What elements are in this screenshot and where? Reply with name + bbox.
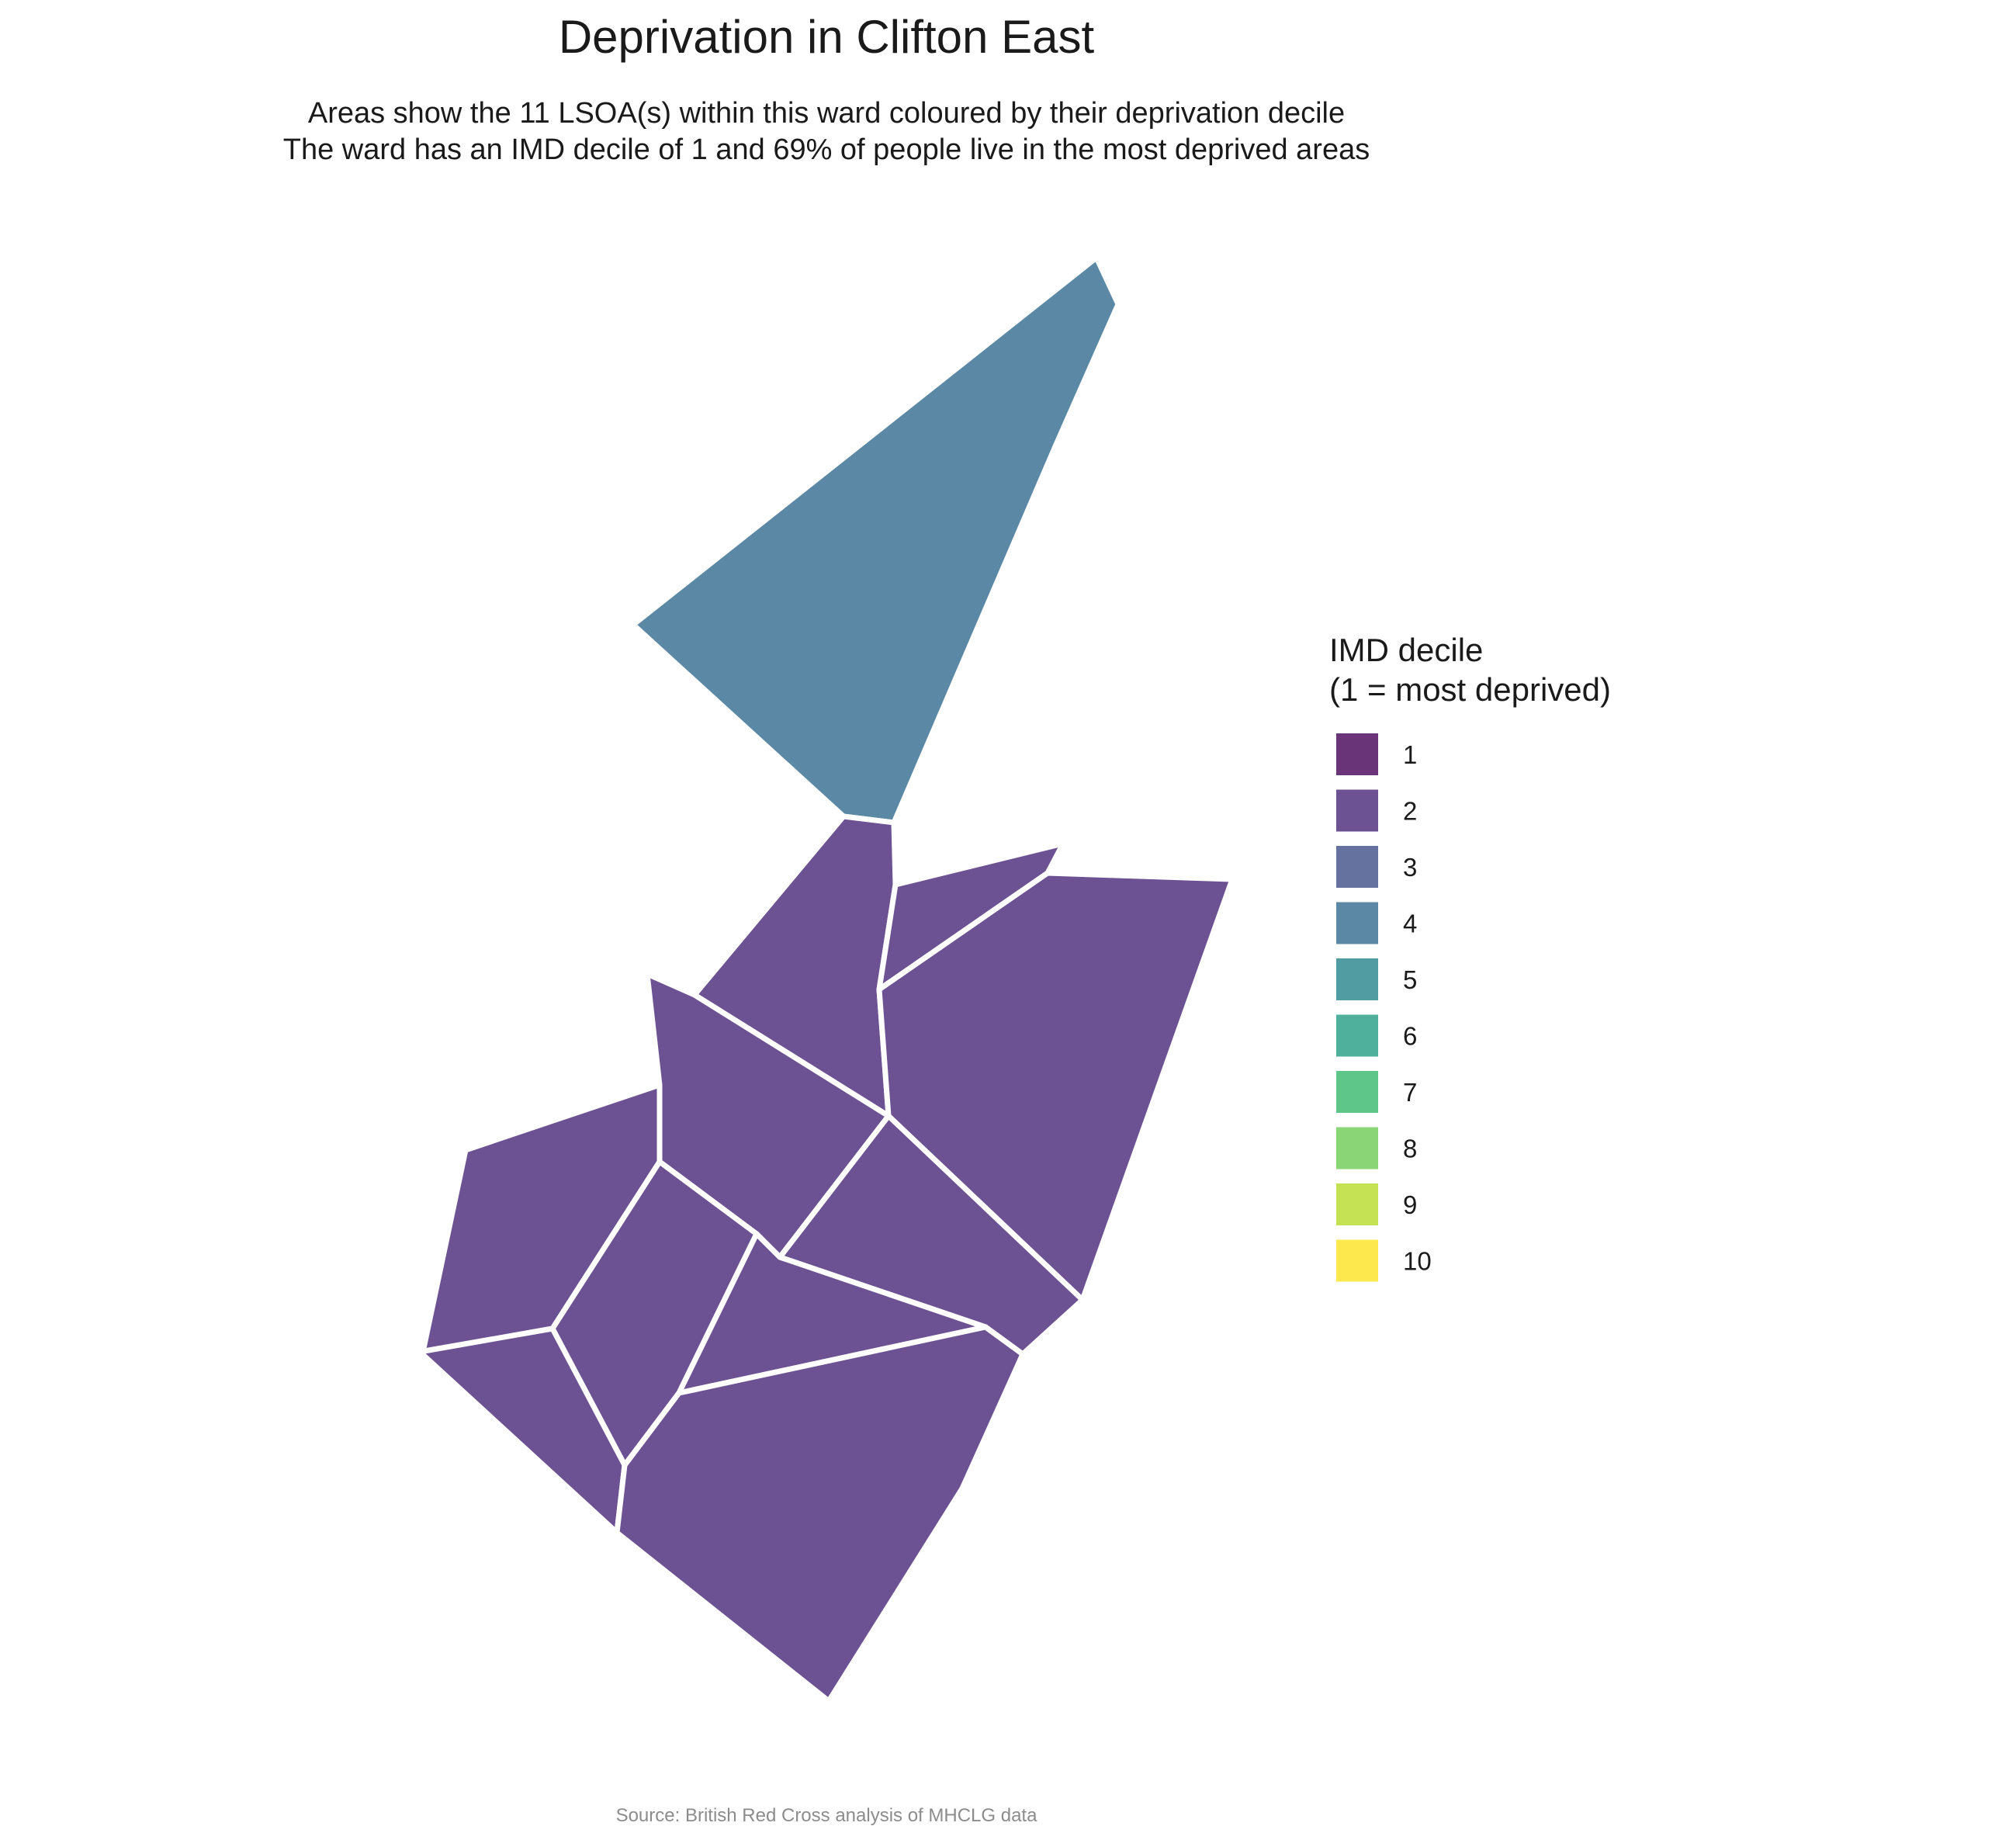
lsoa-area-north [630, 255, 1121, 826]
legend-label-9: 9 [1403, 1190, 1417, 1219]
map-subtitle-line2: The ward has an IMD decile of 1 and 69% … [283, 133, 1370, 166]
lsoa-areas [417, 255, 1235, 1704]
legend-swatch-1 [1336, 733, 1378, 775]
map-title: Deprivation in Clifton East [559, 11, 1095, 63]
legend-label-2: 2 [1403, 797, 1417, 826]
legend-label-5: 5 [1403, 965, 1417, 994]
legend-swatch-3 [1336, 846, 1378, 888]
lsoa-area-j [614, 1324, 1026, 1704]
legend-swatch-4 [1336, 902, 1378, 944]
legend-label-4: 4 [1403, 910, 1417, 938]
legend-swatch-9 [1336, 1183, 1378, 1225]
legend-label-1: 1 [1403, 740, 1417, 769]
legend-swatch-10 [1336, 1239, 1378, 1282]
legend: IMD decile (1 = most deprived) 1 2 3 4 5 6 7 8 9… [1329, 632, 1611, 1282]
map-subtitle-line1: Areas show the 11 LSOA(s) within this wa… [308, 97, 1345, 130]
legend-swatch-2 [1336, 789, 1378, 832]
legend-label-6: 6 [1403, 1022, 1417, 1051]
legend-swatch-6 [1336, 1014, 1378, 1057]
legend-items: 1 2 3 4 5 6 7 8 9 10 [1336, 733, 1432, 1282]
legend-label-8: 8 [1403, 1135, 1417, 1163]
legend-label-7: 7 [1403, 1078, 1417, 1107]
legend-swatch-7 [1336, 1071, 1378, 1113]
source-caption: Source: British Red Cross analysis of MH… [616, 1805, 1038, 1826]
legend-swatch-8 [1336, 1127, 1378, 1169]
legend-title-line2: (1 = most deprived) [1329, 671, 1611, 708]
legend-label-3: 3 [1403, 853, 1417, 882]
legend-label-10: 10 [1403, 1247, 1432, 1276]
legend-title-line1: IMD decile [1329, 632, 1483, 668]
legend-swatch-5 [1336, 958, 1378, 1000]
